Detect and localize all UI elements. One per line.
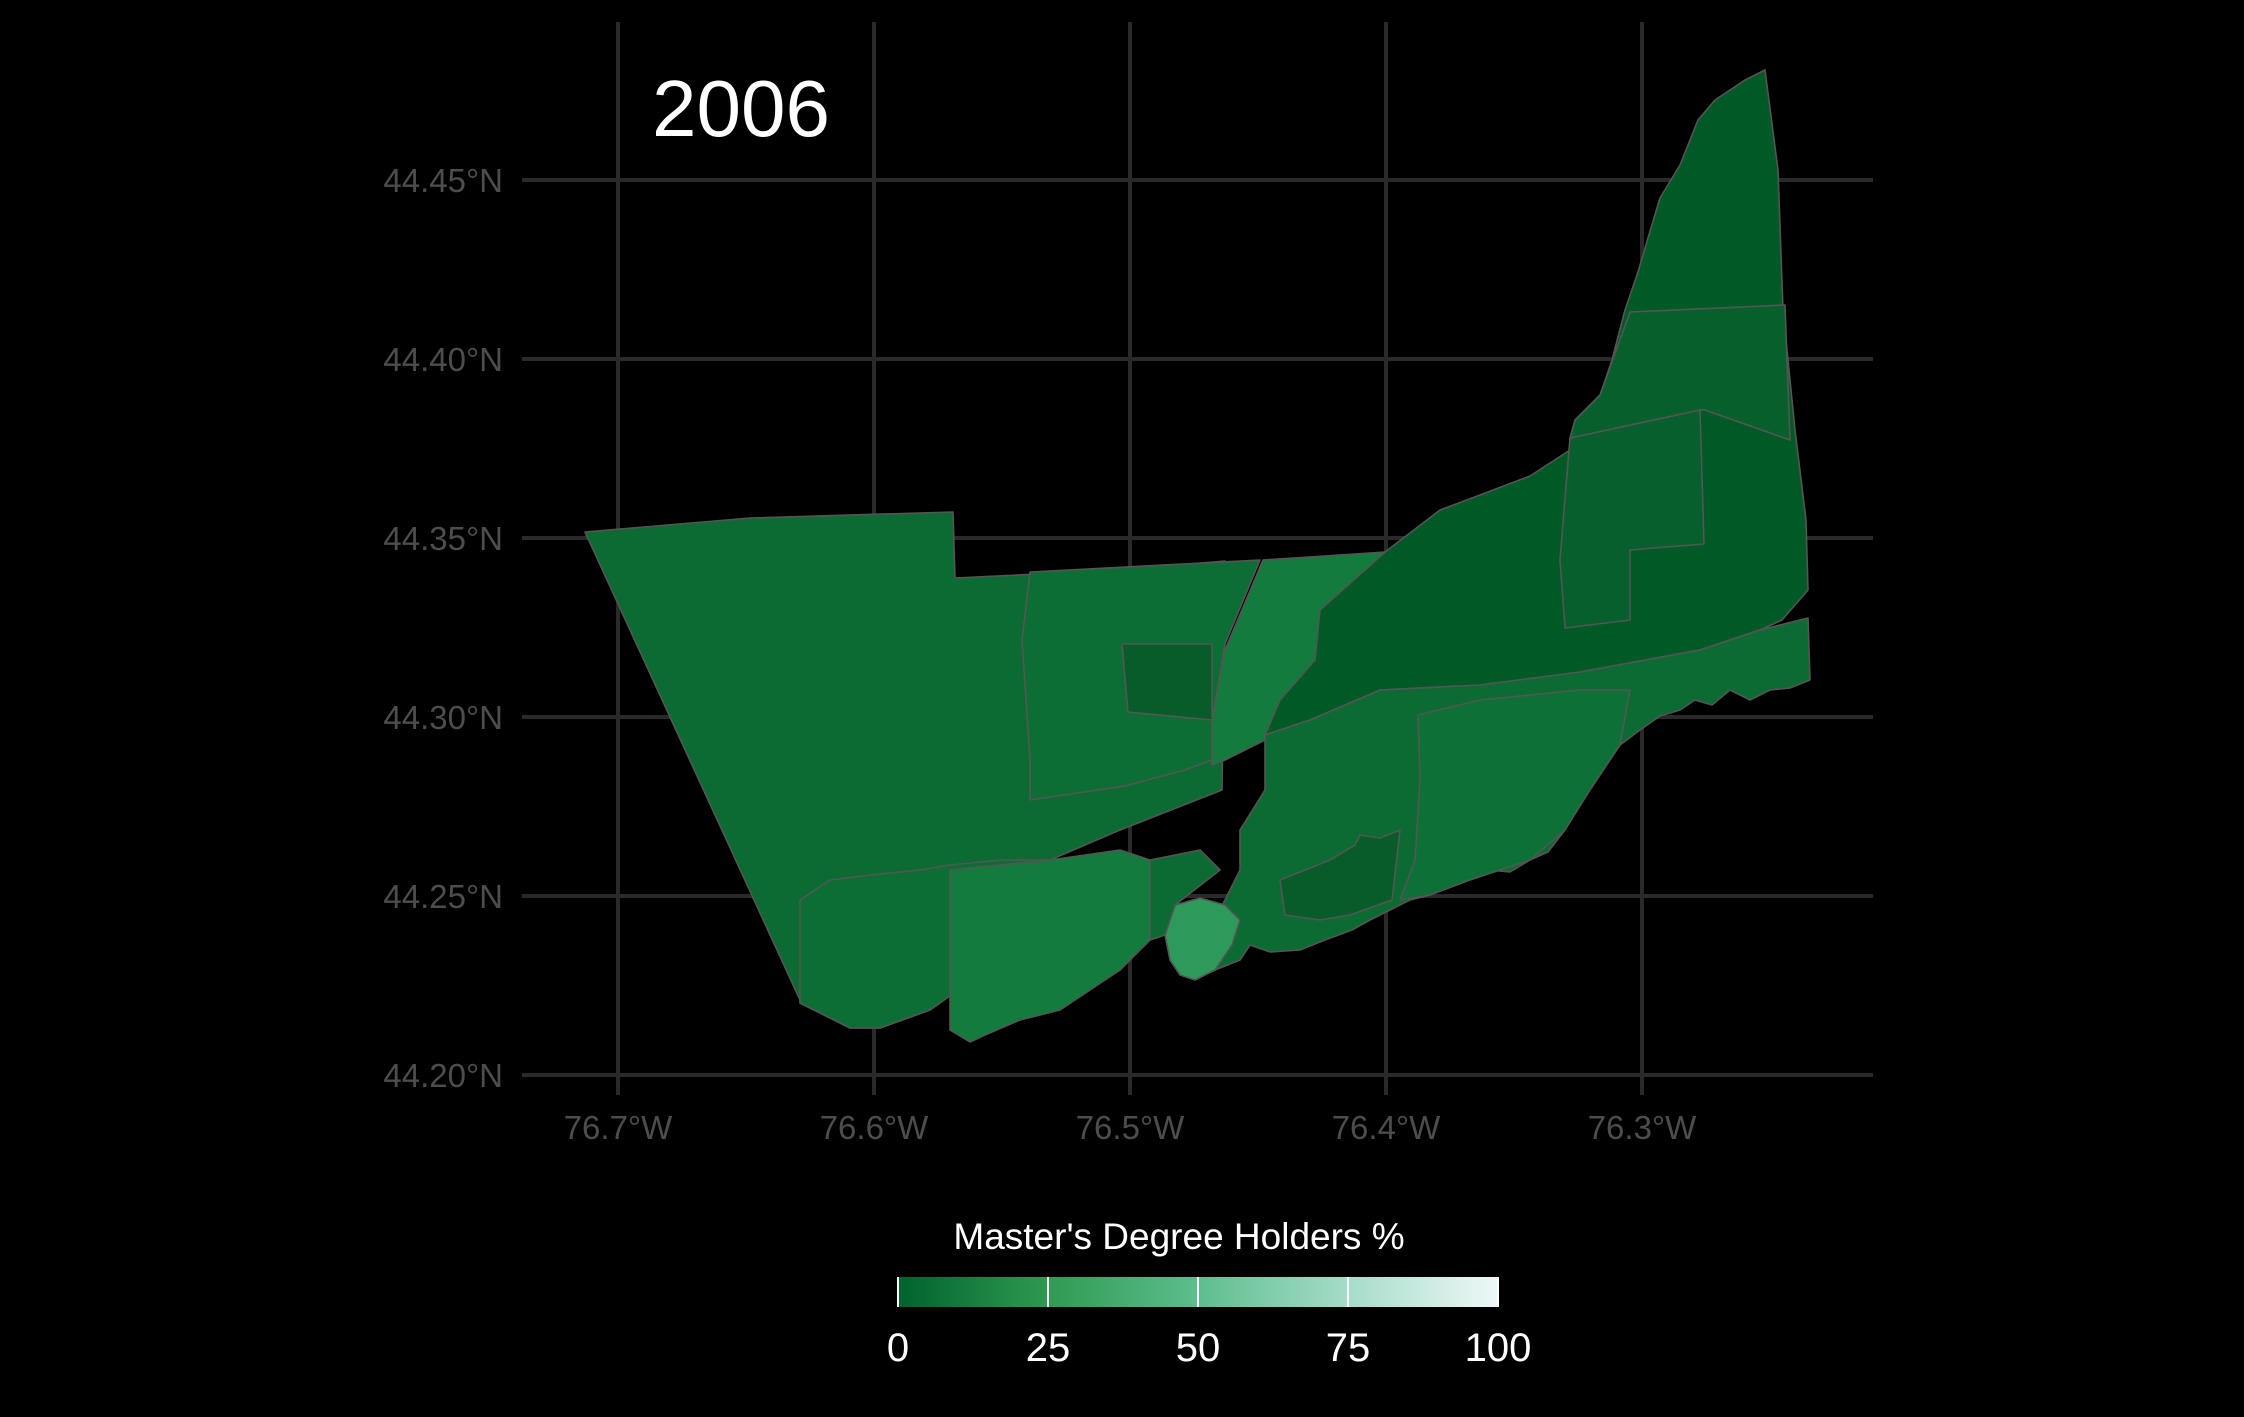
lat-tick-label: 44.30°N [383,699,503,736]
legend-tick-label: 75 [1326,1326,1371,1370]
region-northeast-inner-1 [1559,409,1705,629]
legend-tick-label: 50 [1176,1326,1221,1370]
lon-tick-label: 76.4°W [1332,1109,1441,1146]
region-east-coast-inner [1399,689,1631,901]
lat-tick-label: 44.35°N [383,520,503,557]
lat-tick-label: 44.25°N [383,878,503,915]
lon-tick-label: 76.5°W [1076,1109,1185,1146]
legend-tick-label: 0 [887,1326,909,1370]
legend-tick-label: 100 [1465,1326,1532,1370]
year-title: 2006 [652,64,830,153]
lat-tick-label: 44.45°N [383,162,503,199]
region-east-district [1279,829,1401,921]
legend-tick-label: 25 [1026,1326,1071,1370]
legend: Master's Degree Holders % 0 25 50 75 100 [887,1216,1532,1370]
region-north-central-sub [1121,643,1213,721]
region-northeast-inner-2 [1569,304,1791,441]
legend-title: Master's Degree Holders % [953,1216,1404,1257]
legend-colorbar-ticks [897,1277,1499,1307]
region-urban-east [1149,849,1221,941]
region-urban-highlight [1164,897,1241,981]
lon-tick-label: 76.6°W [820,1109,929,1146]
lat-tick-label: 44.20°N [383,1057,503,1094]
map-regions [584,69,1811,1043]
lat-tick-label: 44.40°N [383,341,503,378]
lon-tick-label: 76.3°W [1588,1109,1697,1146]
region-urban-central [949,849,1161,1043]
lon-tick-label: 76.7°W [564,1109,673,1146]
latitude-axis: 44.45°N 44.40°N 44.35°N 44.30°N 44.25°N … [383,162,503,1094]
longitude-axis: 76.7°W 76.6°W 76.5°W 76.4°W 76.3°W [564,1109,1697,1146]
